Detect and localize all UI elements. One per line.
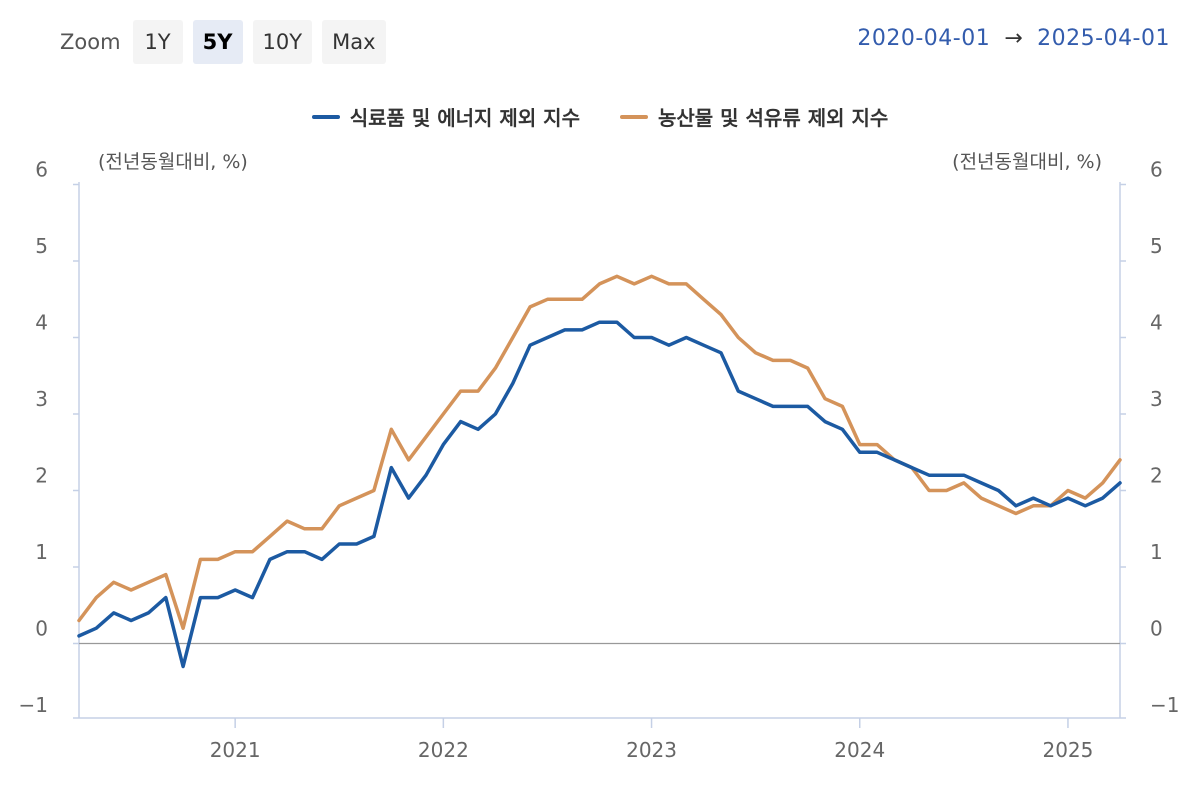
x-tick-label: 2023: [626, 738, 677, 762]
y-tick-label-right: 2: [1150, 464, 1163, 488]
x-tick-label: 2025: [1042, 738, 1093, 762]
zoom-5y-button[interactable]: 5Y: [192, 20, 243, 64]
y-axis-left-unit-label: (전년동월대비, %): [98, 151, 248, 173]
chart-axes: [78, 182, 1121, 719]
series-line-0: [77, 320, 1122, 669]
legend-swatch-blue: [311, 114, 340, 119]
x-tick-label: 2021: [210, 738, 261, 762]
y-tick-label-left: −1: [19, 693, 48, 717]
y-tick-label-right: 3: [1150, 387, 1163, 411]
zoom-10y-button[interactable]: 10Y: [252, 20, 313, 64]
y-tick-label-right: 4: [1150, 311, 1163, 335]
y-tick-label-left: 5: [35, 234, 48, 258]
series-line-1: [77, 274, 1122, 630]
x-tick-label: 2024: [834, 738, 885, 762]
range-to-date[interactable]: 2025-04-01: [1037, 26, 1170, 51]
y-tick-label-right: 0: [1150, 617, 1163, 641]
zoom-toolbar: Zoom 1Y 5Y 10Y Max: [60, 20, 386, 64]
range-arrow-icon: →: [1004, 26, 1024, 51]
legend-label: 농산물 및 석유류 제외 지수: [658, 106, 889, 130]
y-tick-label-left: 6: [35, 158, 48, 182]
legend-item-core-ex-agri-oil[interactable]: 농산물 및 석유류 제외 지수: [620, 102, 888, 131]
y-tick-label-right: 6: [1150, 158, 1163, 182]
chart-legend: 식료품 및 에너지 제외 지수 농산물 및 석유류 제외 지수: [0, 102, 1200, 131]
zoom-max-button[interactable]: Max: [322, 20, 386, 64]
y-tick-label-right: −1: [1150, 693, 1179, 717]
chart-series: [77, 274, 1122, 669]
range-from-date[interactable]: 2020-04-01: [857, 26, 991, 51]
date-range: 2020-04-01 → 2025-04-01: [857, 26, 1170, 51]
legend-item-core-ex-food-energy[interactable]: 식료품 및 에너지 제외 지수: [311, 102, 580, 131]
y-tick-label-left: 0: [35, 617, 48, 641]
legend-label: 식료품 및 에너지 제외 지수: [349, 106, 580, 130]
y-tick-label-left: 4: [35, 311, 48, 335]
y-tick-label-right: 5: [1150, 234, 1163, 258]
zoom-1y-button[interactable]: 1Y: [132, 20, 183, 64]
y-tick-label-left: 1: [35, 540, 48, 564]
y-axis-right-unit-label: (전년동월대비, %): [952, 151, 1102, 173]
y-tick-label-right: 1: [1150, 540, 1163, 564]
legend-swatch-orange: [620, 114, 648, 119]
x-tick-label: 2022: [418, 738, 469, 762]
zoom-label: Zoom: [60, 30, 121, 54]
y-tick-label-left: 3: [35, 387, 48, 411]
y-tick-label-left: 2: [35, 464, 48, 488]
chart-ticks: −1 −1 0 0 1 1 2 2 3 3 4 4 5 5 6 6 2021 2022 2023 2024 2025: [19, 158, 1180, 763]
